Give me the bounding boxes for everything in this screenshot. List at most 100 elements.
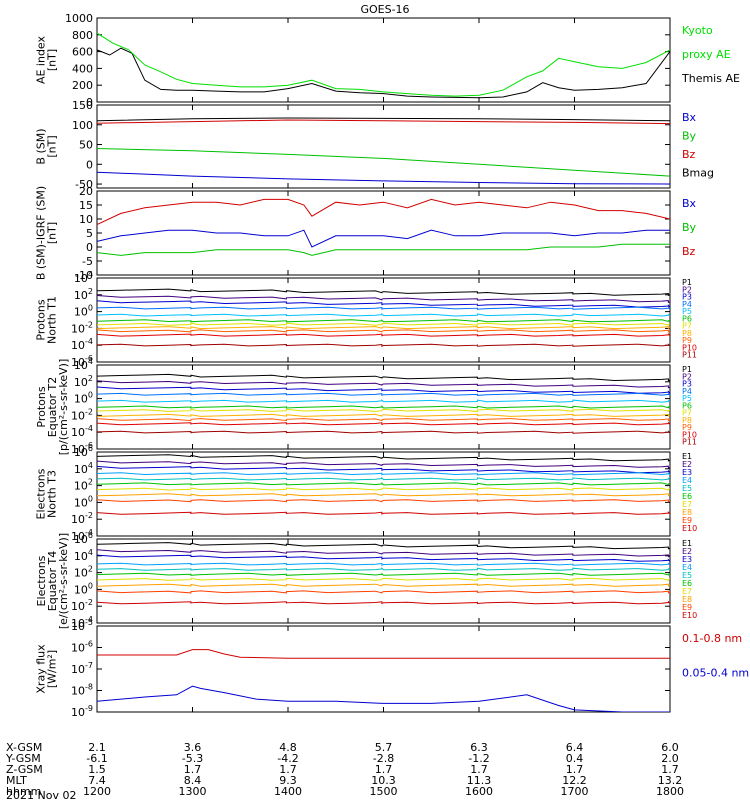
y-axis-label: Electrons	[35, 468, 48, 519]
series-line	[97, 511, 670, 515]
panel-frame	[96, 625, 671, 713]
series-line	[97, 542, 670, 550]
legend-label: Themis AE	[681, 72, 740, 85]
series-line	[97, 32, 670, 97]
y-axis-label: Equator T4	[46, 551, 59, 611]
series-line	[97, 408, 670, 413]
date-label: 2021 Nov 02	[6, 789, 76, 800]
legend-label: E7	[682, 587, 692, 596]
series-line	[97, 300, 670, 308]
y-axis-label: [nT]	[46, 49, 59, 71]
orbit-value: 2.1	[88, 741, 106, 754]
series-line	[97, 119, 670, 125]
legend-label: P10	[682, 430, 697, 439]
orbit-value: 1700	[561, 785, 589, 798]
y-tick-label: 20	[79, 185, 93, 198]
orbit-value: 5.7	[375, 741, 393, 754]
legend-label: P5	[682, 307, 692, 316]
y-tick-label: 104	[74, 548, 93, 563]
legend-label: E4	[682, 476, 692, 485]
panel-2: -50 0 50 100 150 B (SM)[nT] Bx By Bz Bmag	[35, 99, 715, 191]
legend-label: P4	[682, 300, 692, 309]
orbit-value: 6.3	[470, 741, 488, 754]
series-line	[97, 476, 670, 481]
legend-label: E10	[682, 611, 697, 620]
y-tick-label: 106	[74, 444, 93, 459]
legend-label: Bz	[682, 148, 696, 161]
orbit-value: -2.8	[373, 752, 394, 765]
legend-label: P7	[682, 409, 692, 418]
y-tick-label: 10-4	[71, 337, 93, 352]
legend-label: P3	[682, 293, 692, 302]
orbit-value: 1400	[274, 785, 302, 798]
y-axis-label: [p/(cm²-s-sr-keV)]	[57, 359, 70, 456]
series-line	[97, 430, 670, 434]
y-tick-label: 102	[74, 478, 93, 493]
legend-label: 0.1-0.8 nm	[682, 632, 742, 645]
orbit-value: 1800	[656, 785, 684, 798]
y-tick-label: 10-2	[71, 511, 93, 526]
y-tick-label: 10-4	[71, 424, 93, 439]
legend-label: P2	[682, 285, 692, 294]
series-line	[97, 322, 670, 326]
legend-label: E7	[682, 500, 692, 509]
orbit-value: 3.6	[184, 741, 202, 754]
y-axis-label: Equator T2	[46, 377, 59, 437]
legend-label: P10	[682, 343, 697, 352]
series-line	[97, 549, 670, 558]
series-line	[97, 413, 670, 417]
series-line	[97, 454, 670, 462]
y-tick-label: 102	[74, 565, 93, 580]
y-tick-label: 400	[72, 62, 93, 75]
series-line	[97, 306, 670, 310]
orbit-value: 11.3	[467, 774, 492, 787]
y-tick-label: 10-2	[71, 598, 93, 613]
y-axis-label: B (SM)	[35, 128, 48, 164]
y-tick-label: 10-7	[71, 661, 93, 676]
series-line	[97, 421, 670, 426]
series-line	[97, 460, 670, 469]
orbit-value: -1.2	[468, 752, 489, 765]
y-axis-label: AE index	[35, 35, 48, 84]
legend-label: P4	[682, 387, 692, 396]
series-line	[97, 343, 670, 347]
orbit-value: 1500	[370, 785, 398, 798]
orbit-value: 1.7	[470, 763, 488, 776]
y-tick-label: 10-8	[71, 683, 93, 698]
legend-label: proxy AE	[682, 48, 731, 61]
plot-area	[97, 373, 670, 434]
legend-label: E4	[682, 563, 692, 572]
y-tick-label: 100	[74, 391, 93, 406]
y-tick-label: 100	[74, 581, 93, 596]
y-tick-label: 102	[74, 374, 93, 389]
y-tick-label: 102	[74, 287, 93, 302]
legend-label: Kyoto	[682, 24, 713, 37]
panel-1: 0 200 400 600 800 1000 AE index[nT] Kyoto proxy …	[35, 12, 740, 109]
plot-area	[97, 288, 670, 347]
legend-label: 0.05-0.4 nm	[682, 666, 749, 679]
y-tick-label: 5	[86, 227, 93, 240]
plot-area	[97, 454, 670, 515]
orbit-value: -4.2	[277, 752, 298, 765]
series-line	[97, 198, 670, 226]
plot-area	[97, 542, 670, 605]
series-line	[97, 398, 670, 403]
y-tick-label: -5	[82, 255, 93, 268]
orbit-value: 9.3	[279, 774, 297, 787]
series-line	[97, 418, 670, 422]
series-line	[97, 493, 670, 497]
series-line	[97, 148, 670, 177]
orbit-value: 10.3	[371, 774, 396, 787]
series-line	[97, 318, 670, 323]
y-tick-label: 0	[86, 241, 93, 254]
series-line	[97, 171, 670, 185]
series-line	[97, 499, 670, 503]
y-tick-label: 100	[74, 494, 93, 509]
series-line	[97, 465, 670, 474]
orbit-value: 1600	[465, 785, 493, 798]
legend-label: Bmag	[682, 166, 714, 179]
series-line	[97, 562, 670, 566]
legend-label: E6	[682, 579, 692, 588]
